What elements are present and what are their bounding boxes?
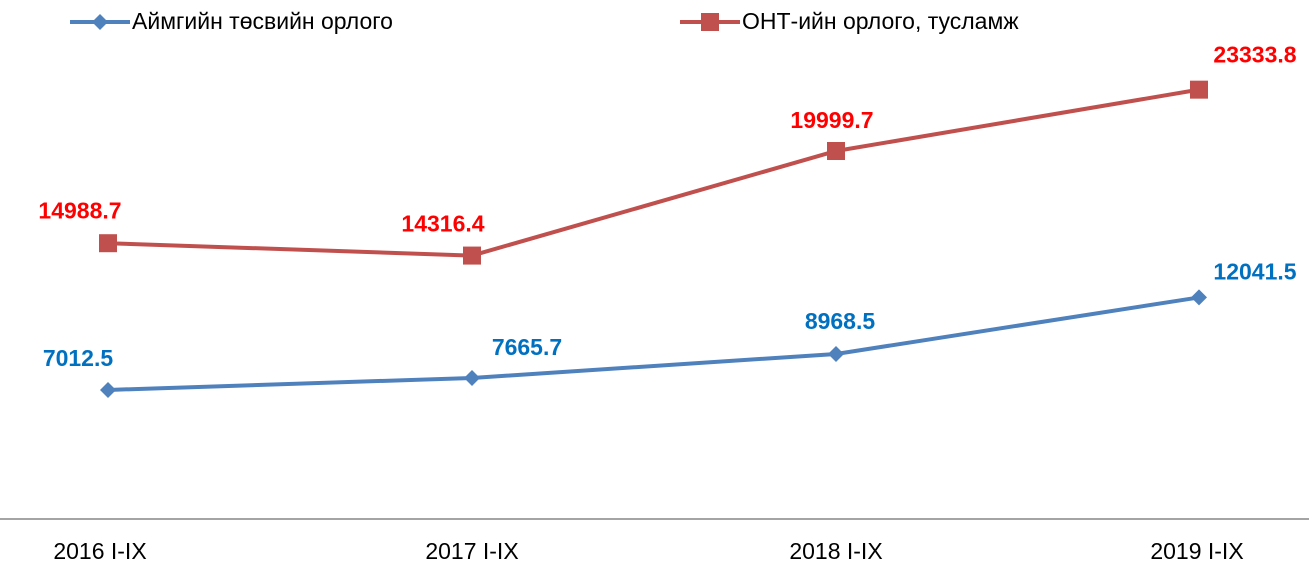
- x-tick-label: 2018 I-IX: [789, 538, 882, 564]
- x-tick-label: 2019 I-IX: [1150, 538, 1243, 564]
- data-label: 12041.5: [1213, 259, 1296, 285]
- data-label: 14316.4: [401, 211, 484, 237]
- marker: [464, 369, 480, 386]
- line: [107, 295, 1200, 392]
- marker: [463, 246, 481, 265]
- data-label: 19999.7: [790, 107, 873, 133]
- marker: [701, 13, 719, 31]
- marker: [1190, 80, 1208, 99]
- data-label: 14988.7: [38, 197, 121, 223]
- legend-label: ОНТ-ийн орлого, тусламж: [742, 8, 1019, 34]
- marker: [827, 142, 845, 161]
- data-label: 7665.7: [492, 334, 562, 360]
- x-tick-label: 2016 I-IX: [53, 538, 146, 564]
- marker: [828, 345, 844, 362]
- data-label: 8968.5: [805, 308, 876, 334]
- marker: [100, 381, 116, 398]
- x-tick-label: 2017 I-IX: [425, 538, 518, 564]
- marker: [92, 14, 108, 30]
- data-label: 7012.5: [43, 345, 114, 371]
- line: [107, 87, 1200, 258]
- legend-label: Аймгийн төсвийн орлого: [132, 8, 393, 34]
- data-label: 23333.8: [1213, 42, 1296, 68]
- marker: [1191, 289, 1207, 306]
- marker: [99, 234, 117, 253]
